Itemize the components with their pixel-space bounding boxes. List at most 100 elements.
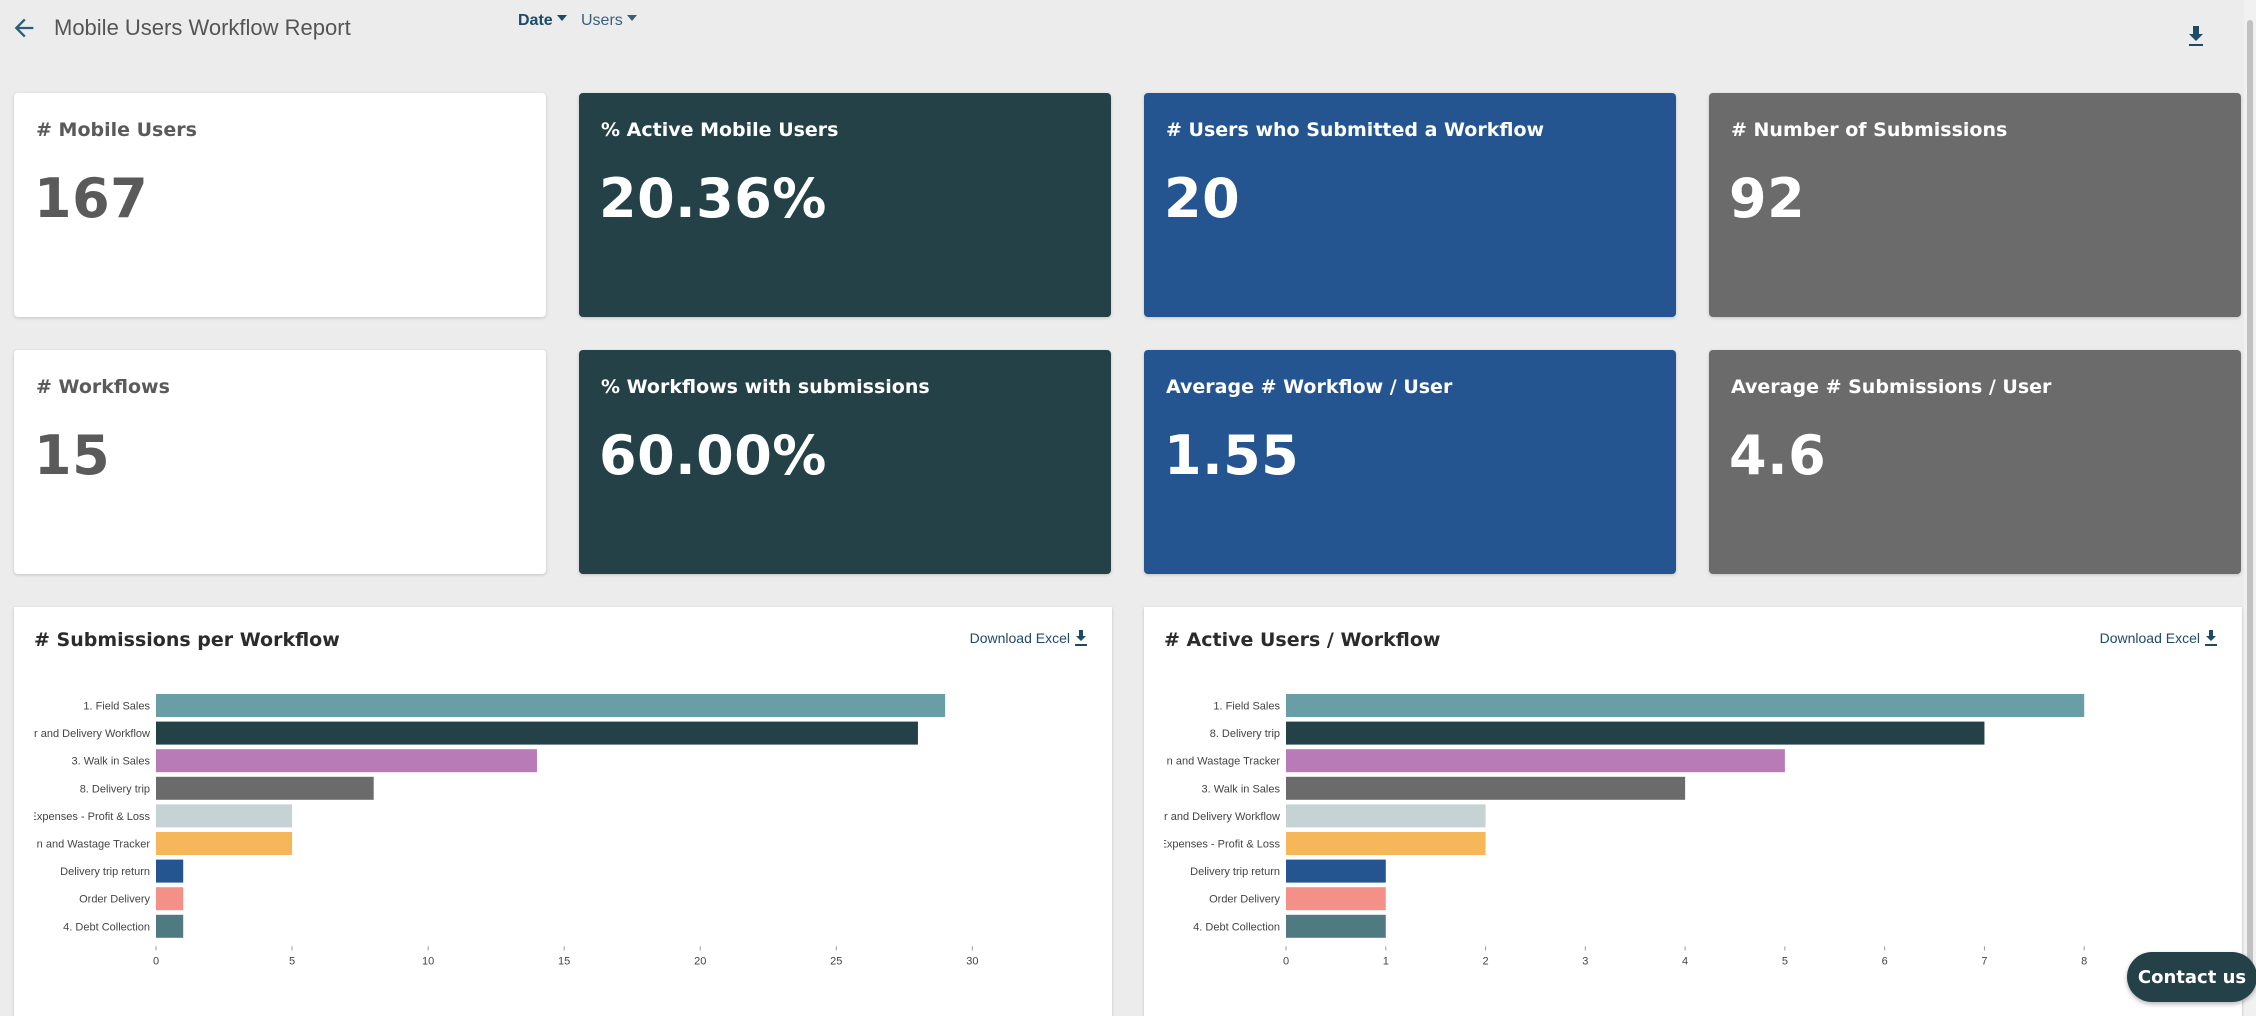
- kpi-value: 20.36%: [599, 167, 827, 230]
- download-icon: [1075, 630, 1087, 646]
- category-label: 8. Delivery trip: [80, 783, 150, 795]
- kpi-value: 60.00%: [599, 424, 827, 487]
- category-label: Order Delivery: [1209, 894, 1280, 906]
- bar[interactable]: [156, 859, 184, 883]
- kpi-value: 4.6: [1729, 424, 1827, 487]
- bar[interactable]: [1286, 914, 1386, 938]
- panel-title: # Submissions per Workflow: [34, 629, 340, 651]
- category-label: 1. Field Sales: [1213, 701, 1280, 713]
- kpi-label: # Number of Submissions: [1731, 119, 2008, 141]
- kpi-label: # Workflows: [36, 376, 170, 398]
- kpi-value: 167: [34, 167, 149, 230]
- download-excel-button[interactable]: Download Excel: [2100, 629, 2218, 647]
- chevron-down-icon: [556, 14, 567, 21]
- bar[interactable]: [1286, 694, 2085, 717]
- bar[interactable]: [156, 749, 537, 773]
- category-label: n and Wastage Tracker: [37, 839, 151, 851]
- category-label: Order Delivery: [79, 894, 150, 906]
- bar[interactable]: [1286, 776, 1686, 800]
- x-tick-label: 30: [966, 955, 978, 967]
- kpi-label: # Users who Submitted a Workflow: [1166, 119, 1545, 141]
- page-header: Mobile Users Workflow Report Date Users: [0, 0, 2244, 60]
- back-arrow-icon[interactable]: [10, 14, 38, 42]
- category-label: 3. Walk in Sales: [1202, 783, 1281, 795]
- kpi-label: Average # Workflow / User: [1166, 376, 1453, 398]
- kpi-value: 20: [1164, 167, 1241, 230]
- bar[interactable]: [1286, 804, 1486, 828]
- page-title: Mobile Users Workflow Report: [54, 15, 351, 40]
- scrollbar-thumb[interactable]: [2247, 20, 2253, 980]
- submissions-per-workflow-panel: 1. Field Sales r and Delivery Workflow 3. …: [14, 607, 1112, 1016]
- bar[interactable]: [1286, 749, 1785, 773]
- x-tick-label: 5: [1782, 955, 1788, 967]
- date-filter-label: Date: [518, 12, 553, 29]
- chevron-down-icon: [626, 14, 637, 21]
- users-filter-label: Users: [581, 12, 623, 29]
- category-label: 4. Debt Collection: [1193, 921, 1280, 933]
- x-tick-label: 20: [694, 955, 706, 967]
- kpi-label: Average # Submissions / User: [1731, 376, 2052, 398]
- x-tick-label: 15: [558, 955, 570, 967]
- download-excel-label: Download Excel: [2099, 630, 2200, 646]
- kpi-card-number-of-submissions: # Number of Submissions 92: [1709, 93, 2241, 317]
- x-tick-label: 2: [1482, 955, 1488, 967]
- bar[interactable]: [156, 804, 293, 828]
- panel-title: # Active Users / Workflow: [1164, 629, 1441, 651]
- download-icon: [2205, 630, 2217, 646]
- kpi-card-active-mobile-users: % Active Mobile Users 20.36%: [579, 93, 1111, 317]
- kpi-value: 1.55: [1164, 424, 1300, 487]
- bar[interactable]: [156, 832, 293, 855]
- kpi-value: 15: [34, 424, 111, 487]
- x-tick-label: 8: [2081, 955, 2087, 967]
- bar[interactable]: [156, 721, 918, 745]
- x-tick-label: 10: [422, 955, 434, 967]
- category-label: r and Delivery Workflow: [1164, 811, 1280, 823]
- kpi-label: # Mobile Users: [36, 119, 197, 141]
- x-tick-label: 5: [289, 955, 295, 967]
- active-users-per-workflow-panel: 1. Field Sales 8. Delivery trip n and Wast…: [1144, 607, 2242, 1016]
- bar[interactable]: [156, 914, 184, 938]
- bar[interactable]: [156, 887, 184, 911]
- category-label: r and Delivery Workflow: [34, 728, 150, 740]
- kpi-label: % Workflows with submissions: [601, 376, 930, 398]
- x-tick-label: 3: [1582, 955, 1588, 967]
- submissions-per-workflow-chart: 1. Field Sales r and Delivery Workflow 3. …: [30, 694, 978, 967]
- kpi-label: % Active Mobile Users: [601, 119, 839, 141]
- bar[interactable]: [156, 694, 946, 717]
- category-label: Expenses - Profit & Loss: [30, 811, 151, 823]
- download-excel-label: Download Excel: [969, 630, 1070, 646]
- kpi-card-users-submitted: # Users who Submitted a Workflow 20: [1144, 93, 1676, 317]
- kpi-card-mobile-users: # Mobile Users 167: [14, 93, 546, 317]
- category-label: Delivery trip return: [1190, 866, 1280, 878]
- category-label: 3. Walk in Sales: [72, 756, 151, 768]
- category-label: 8. Delivery trip: [1210, 728, 1280, 740]
- kpi-card-avg-submissions-per-user: Average # Submissions / User 4.6: [1709, 350, 2241, 574]
- active-users-per-workflow-chart: 1. Field Sales 8. Delivery trip n and Wast…: [1160, 694, 2087, 967]
- bar[interactable]: [1286, 832, 1486, 855]
- bar[interactable]: [1286, 859, 1386, 883]
- x-tick-label: 0: [153, 955, 159, 967]
- x-tick-label: 7: [1981, 955, 1987, 967]
- kpi-value: 92: [1729, 167, 1806, 230]
- category-label: Delivery trip return: [60, 866, 150, 878]
- x-tick-label: 4: [1682, 955, 1688, 967]
- category-label: 1. Field Sales: [83, 701, 150, 713]
- date-filter-dropdown[interactable]: Date: [518, 12, 567, 30]
- kpi-card-workflows-with-submissions: % Workflows with submissions 60.00%: [579, 350, 1111, 574]
- bar[interactable]: [1286, 887, 1386, 911]
- contact-us-button[interactable]: Contact us: [2127, 952, 2256, 1002]
- x-tick-label: 25: [830, 955, 842, 967]
- x-tick-label: 0: [1283, 955, 1289, 967]
- download-icon[interactable]: [2186, 24, 2206, 48]
- category-label: n and Wastage Tracker: [1167, 756, 1281, 768]
- bar[interactable]: [1286, 721, 1985, 745]
- category-label: Expenses - Profit & Loss: [1160, 839, 1281, 851]
- category-label: 4. Debt Collection: [63, 921, 150, 933]
- users-filter-dropdown[interactable]: Users: [581, 12, 637, 30]
- x-tick-label: 6: [1882, 955, 1888, 967]
- bar[interactable]: [156, 776, 374, 800]
- kpi-card-workflows: # Workflows 15: [14, 350, 546, 574]
- kpi-card-avg-workflow-per-user: Average # Workflow / User 1.55: [1144, 350, 1676, 574]
- download-excel-button[interactable]: Download Excel: [970, 629, 1088, 647]
- x-tick-label: 1: [1383, 955, 1389, 967]
